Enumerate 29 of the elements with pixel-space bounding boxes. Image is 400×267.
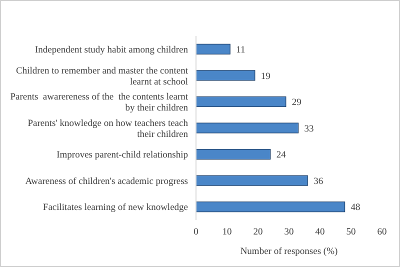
data-label: 36 (314, 176, 324, 187)
bar (196, 202, 346, 212)
data-label: 29 (292, 98, 302, 108)
x-tick-label: 60 (377, 228, 387, 238)
bar (196, 122, 299, 134)
bar (196, 70, 256, 81)
y-tick-label: Children to remember and master the content learnt at school (16, 66, 188, 88)
data-label: 33 (304, 124, 314, 134)
x-tick-label: 10 (222, 228, 232, 238)
bar (196, 175, 308, 186)
data-label: 24 (276, 150, 286, 161)
x-tick-label: 20 (253, 228, 263, 238)
bar (196, 44, 230, 54)
data-label: 11 (236, 45, 246, 56)
y-tick-label: Independent study habit among children (34, 45, 188, 56)
y-tick-label: Improves parent-child relationship (56, 150, 188, 161)
x-tick-label: 40 (315, 228, 325, 238)
x-tick-label: 30 (284, 228, 294, 238)
x-axis-title: Number of responses (%) (240, 247, 338, 257)
y-tick-label: Awareness of children's academic progress (25, 176, 188, 187)
y-tick-label: Facilitates learning of new knowledge (42, 203, 188, 214)
data-label: 48 (350, 203, 361, 214)
data-label: 19 (260, 72, 271, 82)
y-tick-label: Parents awarereness of the the contents learnt by their children (10, 92, 188, 114)
y-tick-label: Parents' knowledge on how teachers teach their children (28, 118, 188, 140)
bar (196, 148, 271, 160)
x-tick-label: 0 (194, 228, 199, 238)
x-tick-label: 50 (346, 228, 356, 238)
bar (196, 96, 286, 108)
